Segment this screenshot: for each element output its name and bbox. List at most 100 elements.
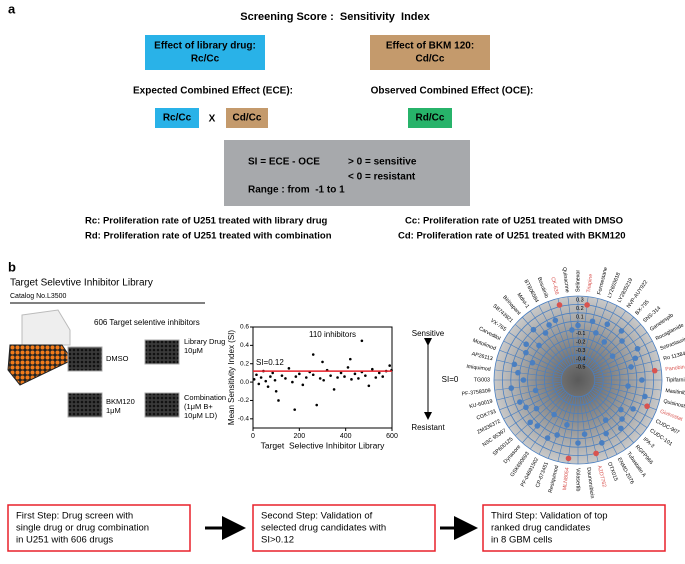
radial-bg xyxy=(494,296,662,464)
point xyxy=(515,369,521,376)
point xyxy=(266,385,270,388)
point xyxy=(367,384,371,388)
point xyxy=(511,361,518,368)
y-tick-label: 0.2 xyxy=(240,360,249,367)
point xyxy=(291,380,294,384)
ring xyxy=(527,329,629,431)
step-text: SI>0.12 xyxy=(261,535,294,546)
point xyxy=(534,423,541,429)
point xyxy=(321,360,324,364)
point xyxy=(523,349,529,356)
scatter-chart: -0.4 -0.2 0.0 0.2 0.4 0.6 0 200 400 600 SI=0.12 110… xyxy=(227,324,398,451)
plate-label: 10μM LD) xyxy=(184,411,218,420)
point xyxy=(517,399,523,405)
x-tick-label: 400 xyxy=(340,433,352,440)
category-label: Quinacrine xyxy=(561,267,570,293)
point xyxy=(315,403,319,407)
point xyxy=(552,317,559,324)
point xyxy=(593,450,599,457)
step-text: single drug or drug combination xyxy=(16,523,149,534)
y-tick-label: 0.0 xyxy=(240,379,249,386)
x-tick-label: 600 xyxy=(386,433,398,440)
point xyxy=(533,405,540,412)
category-label: Daunorubicin xyxy=(585,467,595,499)
point xyxy=(311,353,315,356)
category-label: OTX015 xyxy=(606,461,619,482)
y-tick-label: -0.4 xyxy=(238,416,250,423)
category-label: Triapine xyxy=(586,273,594,293)
arrow-label: Sensitive xyxy=(412,329,445,338)
plate-label: DMSO xyxy=(106,354,129,363)
step-text: First Step: Drug screen with xyxy=(16,511,133,522)
point xyxy=(639,377,645,383)
point xyxy=(264,379,268,383)
step-box xyxy=(7,504,191,552)
category-label: Panobinostat xyxy=(665,363,685,373)
ring xyxy=(493,295,663,465)
point xyxy=(628,364,634,370)
category-label: Masitinib xyxy=(665,388,685,396)
point xyxy=(360,339,364,343)
radial-chart: 0.30.20.10-0.1-0.2-0.3-0.4-0.5SelinexorT… xyxy=(461,266,685,498)
y-tick-label: -0.2 xyxy=(238,397,250,404)
step-text: Third Step: Validation of top xyxy=(491,511,608,522)
panel-letter: a xyxy=(8,1,16,16)
step-text: in U251 with 606 drugs xyxy=(16,535,113,546)
ring xyxy=(501,303,654,456)
category-label: Imiquimod xyxy=(466,364,491,373)
point xyxy=(599,440,605,446)
point xyxy=(565,455,572,462)
point xyxy=(346,366,350,369)
category-label: Selinexor xyxy=(575,270,581,292)
legend-text: Cc: Proliferation rate of U251 treated w… xyxy=(405,216,623,227)
point xyxy=(343,375,346,378)
point xyxy=(581,431,588,438)
legend-text: Rc: Proliferation rate of U251 treated w… xyxy=(85,216,327,227)
point xyxy=(556,302,563,308)
point xyxy=(619,338,625,344)
step-box xyxy=(252,504,436,552)
point xyxy=(625,383,631,389)
point xyxy=(602,417,609,423)
category-label: VX-765 xyxy=(489,318,507,333)
category-label: CGK733 xyxy=(476,409,497,422)
point xyxy=(322,378,325,382)
point xyxy=(271,371,274,375)
arrow-label: SI=0 xyxy=(442,375,459,384)
point xyxy=(619,416,625,422)
plate xyxy=(67,392,103,418)
term: Rc/Cc xyxy=(163,113,192,124)
box-bkm xyxy=(370,35,490,70)
point xyxy=(301,383,305,387)
category-label: IPA-3 xyxy=(642,436,656,449)
x-axis-label: Target Selective Inhibitor Library xyxy=(261,440,386,450)
plate-label: 10μM xyxy=(184,346,203,355)
point xyxy=(618,406,624,413)
category-label: TG003 xyxy=(474,377,490,383)
point xyxy=(520,377,527,383)
point xyxy=(575,322,581,329)
point xyxy=(357,377,360,380)
ring xyxy=(552,354,604,406)
box-text: Rc/Cc xyxy=(191,54,220,65)
plate xyxy=(144,392,180,418)
category-label: Bosutinib xyxy=(536,276,549,299)
ring xyxy=(560,362,596,398)
point xyxy=(508,385,515,391)
point xyxy=(536,342,542,349)
point xyxy=(336,376,339,379)
category-label: KU-60019 xyxy=(469,399,494,411)
point xyxy=(252,378,256,381)
formula: < 0 = resistant xyxy=(348,172,416,183)
point xyxy=(546,322,552,328)
point xyxy=(544,435,551,441)
box-library xyxy=(145,35,265,70)
category-label: Formestane xyxy=(597,266,610,295)
point xyxy=(350,378,353,381)
term: Cd/Cc xyxy=(233,113,262,124)
category-label: Resiquimod xyxy=(548,465,561,494)
